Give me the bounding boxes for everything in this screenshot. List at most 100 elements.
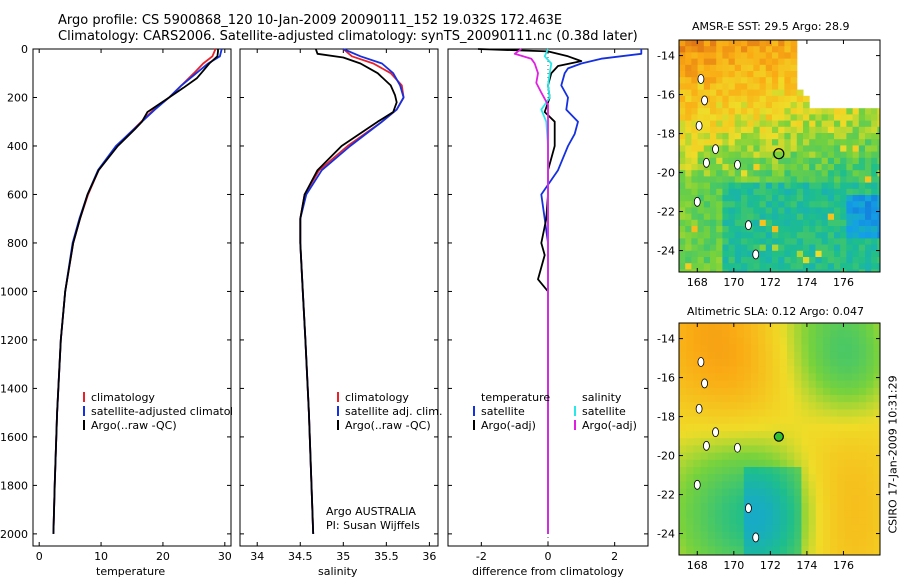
sla-cell — [851, 488, 860, 497]
sla-cell — [794, 452, 802, 461]
sst-cell — [679, 58, 686, 66]
sst-cell — [716, 126, 723, 134]
sla-cell — [751, 395, 759, 403]
sla-cell — [815, 337, 824, 346]
sla-cell — [787, 337, 795, 346]
sla-cell — [830, 553, 838, 555]
sla-cell — [823, 351, 831, 360]
sla-cell — [837, 495, 846, 504]
sst-cell — [685, 226, 692, 233]
sla-cell — [722, 510, 730, 518]
sst-cell — [809, 226, 816, 233]
sst-cell — [803, 232, 810, 239]
sst-cell — [728, 219, 736, 227]
sst-cell — [722, 257, 730, 264]
sla-cell — [772, 423, 781, 432]
sst-cell — [790, 139, 798, 146]
sla-cell — [779, 323, 788, 331]
sla-cell — [866, 445, 874, 454]
sst-cell — [703, 219, 711, 227]
sla-cell — [772, 395, 781, 403]
sst-cell — [784, 133, 792, 140]
sst-cell — [821, 207, 829, 215]
diff-legend-temp-title: temperature — [481, 391, 551, 404]
sla-cell — [837, 337, 846, 346]
sla-cell — [772, 402, 781, 410]
sst-cell — [784, 95, 792, 103]
sla-cell — [779, 359, 788, 367]
sst-cell — [716, 157, 723, 165]
sla-cell — [743, 366, 752, 374]
sst-cell — [679, 83, 686, 91]
sla-cell — [686, 387, 694, 396]
sla-cell — [679, 330, 687, 338]
sla-cell — [830, 503, 838, 511]
sla-cell — [715, 503, 723, 511]
salinity-xtick-label: 34.5 — [288, 550, 313, 563]
sst-cell — [685, 71, 692, 78]
sst-cell — [759, 238, 767, 246]
sla-cell — [794, 380, 802, 389]
sst-cell — [759, 257, 767, 264]
sla-cell — [679, 409, 687, 418]
sla-cell — [808, 359, 817, 367]
sla-cell — [837, 467, 846, 475]
sst-cell — [753, 145, 761, 153]
sst-cell — [796, 201, 804, 208]
sla-cell — [715, 351, 723, 360]
sst-cell — [877, 182, 880, 190]
sst-cell — [772, 145, 779, 153]
sla-cell — [715, 438, 723, 446]
sla-cell — [686, 366, 694, 374]
sst-cell — [697, 133, 705, 140]
sla-cell — [686, 510, 694, 518]
profile-panels: 0 10 20 30020040060080010001200140016001800… — [0, 43, 649, 563]
sst-cell — [803, 219, 810, 227]
sst-cell — [834, 232, 841, 239]
sst-cell — [772, 213, 779, 221]
sst-cell — [821, 108, 829, 115]
sst-cell — [734, 95, 742, 103]
sla-cell — [707, 431, 716, 439]
sla-cell — [794, 402, 802, 410]
sst-cell — [697, 139, 705, 146]
sst-cell — [734, 238, 742, 246]
sst-cell — [790, 226, 798, 233]
sst-cell — [772, 195, 779, 202]
sst-cell — [722, 226, 730, 233]
sst-cell — [815, 244, 823, 252]
sla-cell — [801, 344, 810, 353]
sst-cell — [703, 257, 711, 264]
sla-cell — [700, 539, 709, 547]
sla-cell — [736, 474, 745, 482]
sst-cell — [796, 213, 804, 221]
sst-cell — [815, 126, 823, 134]
sst-cell — [772, 133, 779, 140]
sst-cell — [840, 201, 847, 208]
sla-cell — [707, 373, 716, 382]
sla-cell — [779, 495, 788, 504]
sst-cell — [809, 238, 816, 246]
sst-cell — [871, 244, 878, 252]
sst-cell — [784, 77, 792, 84]
sla-cell — [844, 539, 853, 547]
sst-cell — [778, 77, 785, 84]
sla-cell — [808, 445, 817, 454]
sla-cell — [830, 517, 838, 526]
sst-cell — [834, 133, 841, 140]
sst-cell — [809, 170, 816, 177]
sst-cell — [691, 226, 699, 233]
sla-cell — [859, 387, 867, 396]
sst-cell — [697, 40, 705, 47]
sla-cell — [758, 373, 766, 382]
sla-cell — [707, 488, 716, 497]
sst-cell — [803, 176, 810, 184]
lon-tick-label: 172 — [760, 559, 781, 572]
sst-cell — [759, 133, 767, 140]
sla-cell — [707, 553, 716, 555]
sla-cell — [815, 524, 824, 533]
sst-cell — [716, 232, 723, 239]
sla-cell — [722, 323, 730, 331]
sla-cell — [736, 387, 745, 396]
sla-cell — [772, 387, 781, 396]
